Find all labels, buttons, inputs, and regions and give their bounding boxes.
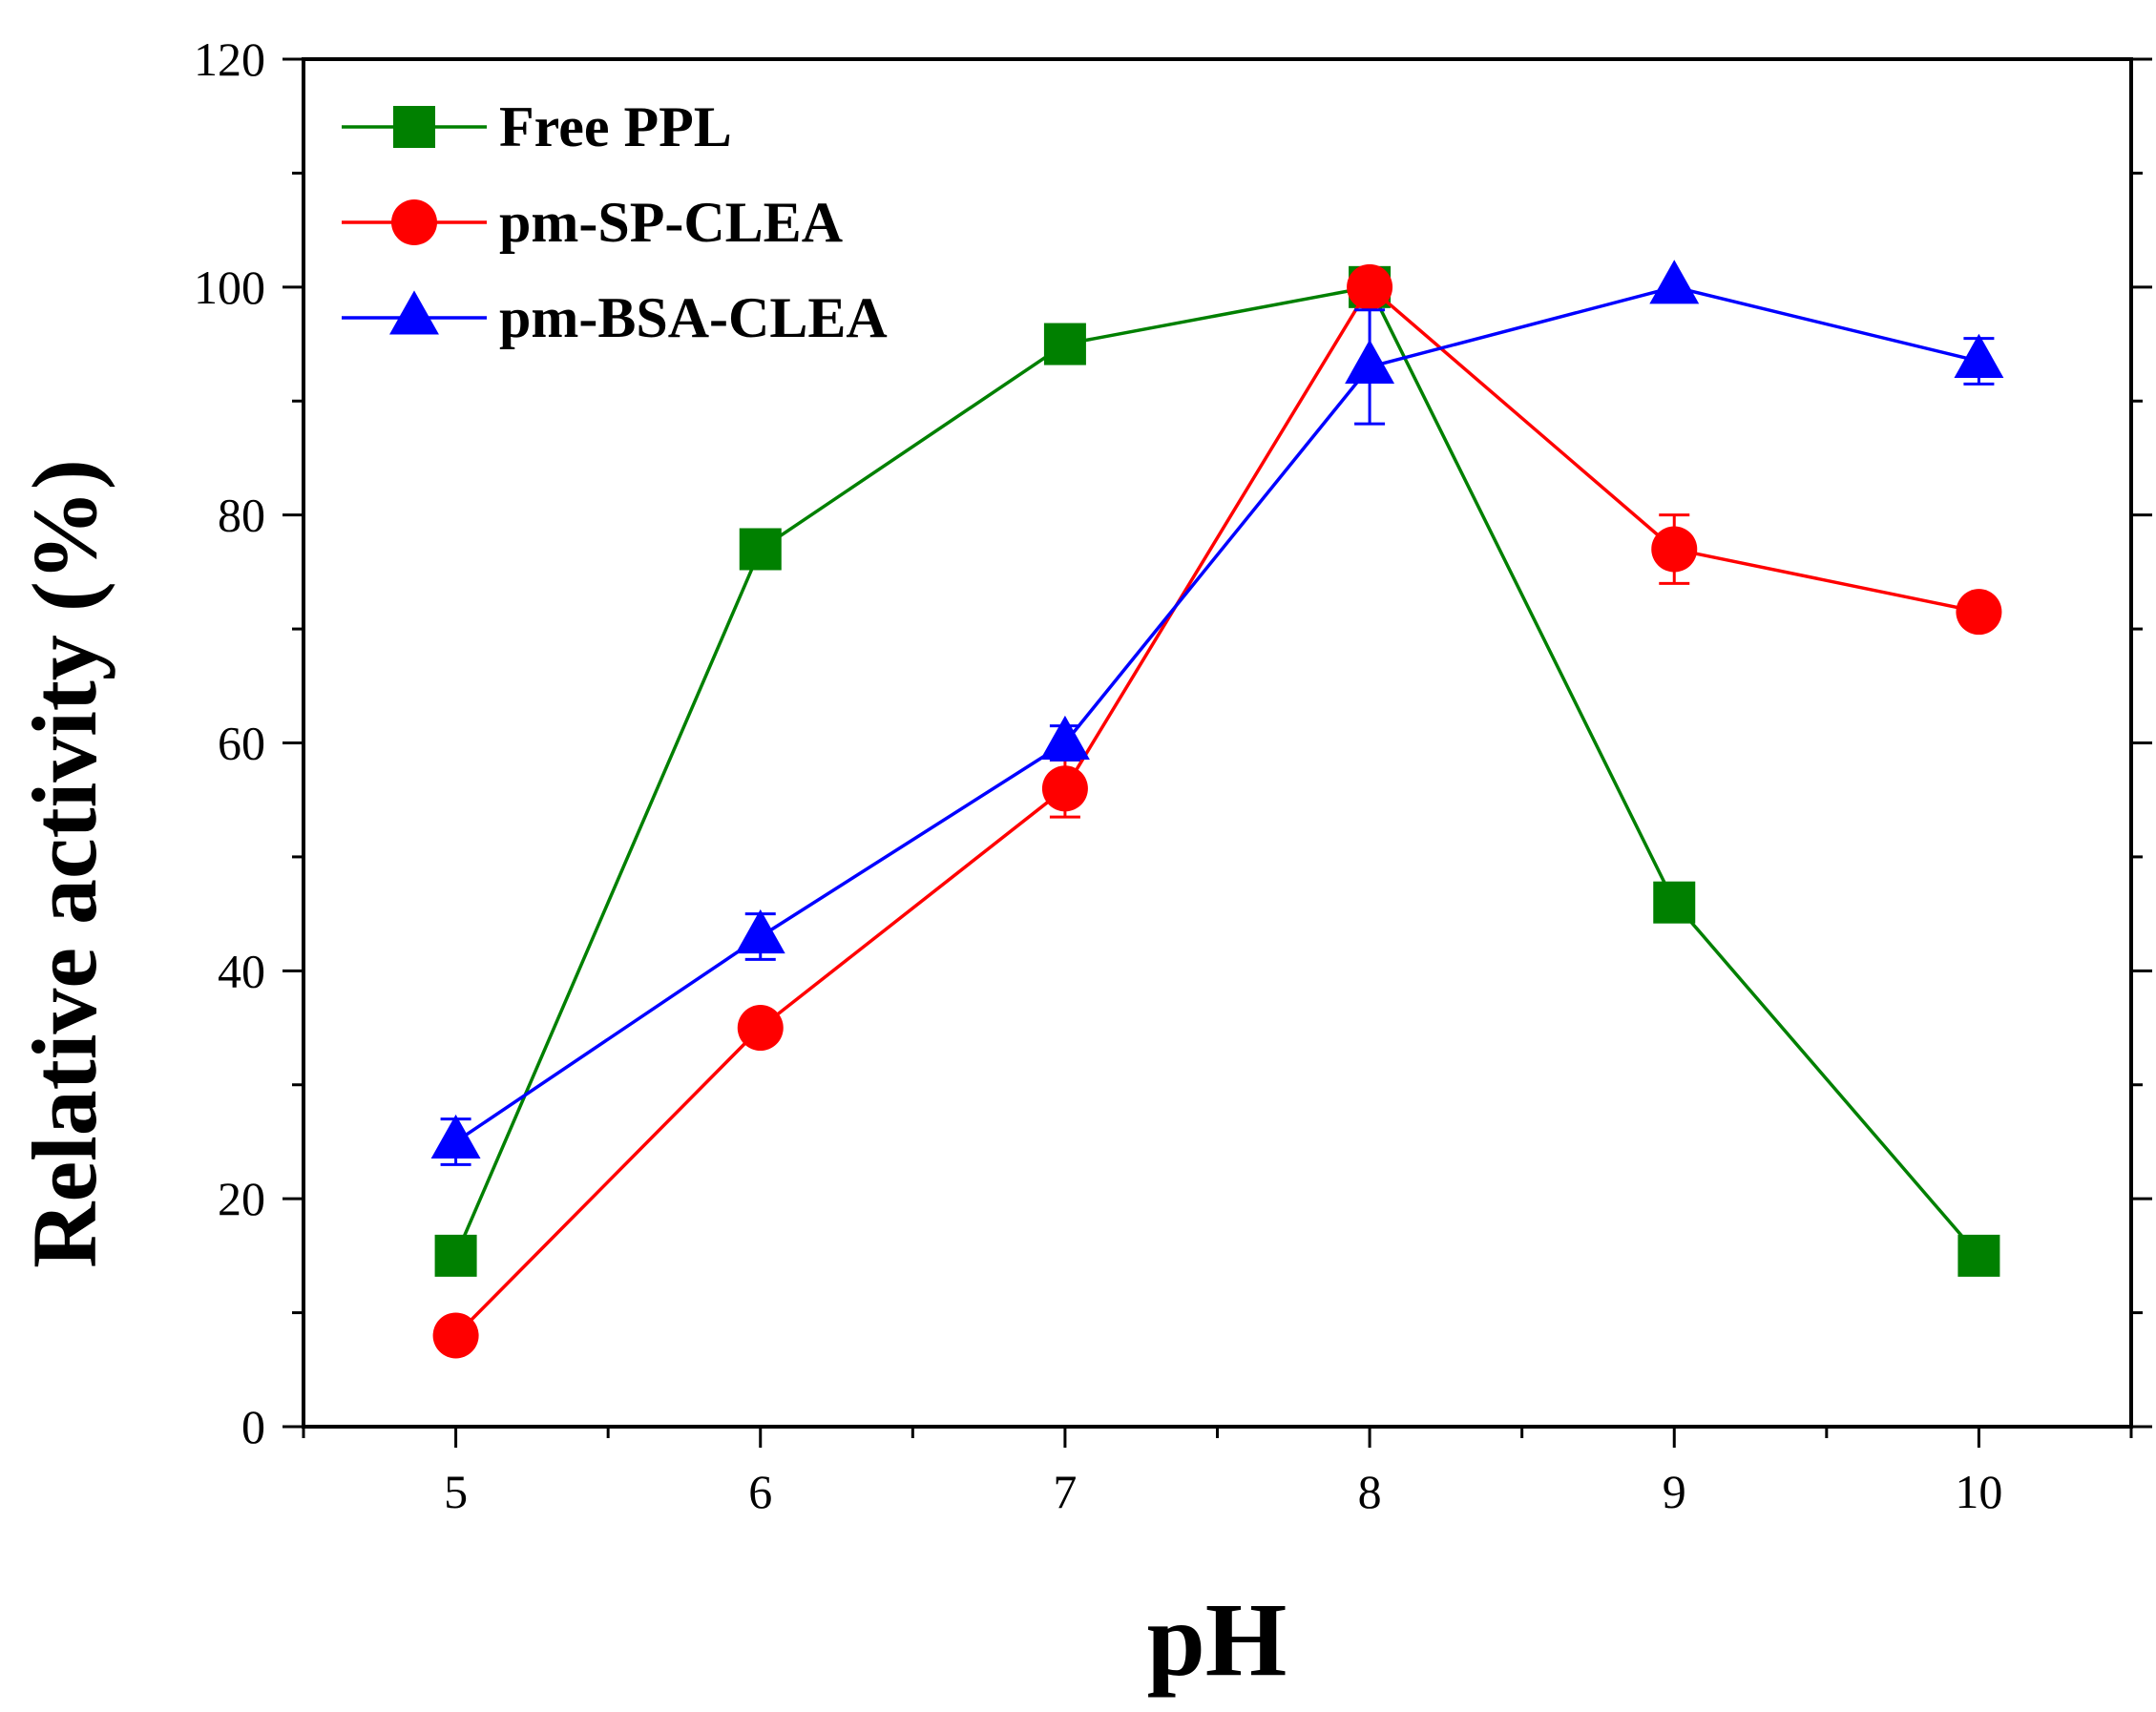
data-point — [1957, 1234, 2000, 1277]
legend-label: Free PPL — [499, 95, 732, 158]
series-line — [454, 284, 1979, 1337]
data-point — [1653, 881, 1696, 924]
data-point — [735, 908, 785, 954]
data-point — [1649, 260, 1700, 304]
series-free-ppl — [434, 265, 2000, 1277]
data-point — [1956, 589, 2002, 636]
data-point — [739, 528, 782, 571]
legend-marker — [393, 106, 435, 148]
data-point — [1043, 323, 1086, 365]
x-tick-label: 7 — [1053, 1465, 1077, 1518]
legend-marker — [389, 290, 439, 335]
x-tick-label: 8 — [1358, 1465, 1382, 1518]
legend-marker — [391, 199, 437, 245]
y-tick-label: 120 — [194, 32, 265, 86]
x-axis-title: pH — [1147, 1581, 1287, 1698]
data-point — [1651, 526, 1698, 573]
y-tick-label: 60 — [218, 717, 265, 770]
x-tick-label: 9 — [1663, 1465, 1686, 1518]
data-point — [430, 1114, 481, 1159]
data-point — [737, 1005, 784, 1052]
series-pm-bsa-clea — [430, 260, 2004, 1166]
y-tick-label: 0 — [241, 1400, 265, 1453]
x-tick-label: 6 — [748, 1465, 772, 1518]
series-pm-sp-clea — [432, 263, 2002, 1359]
series-line — [454, 285, 1979, 1143]
legend: Free PPL pm-SP-CLEA pm-BSA-CLEA — [342, 95, 888, 349]
data-point — [432, 1312, 479, 1359]
legend-label: pm-BSA-CLEA — [499, 286, 888, 349]
data-point — [1954, 333, 2004, 379]
legend-label: pm-SP-CLEA — [499, 191, 843, 254]
y-tick-label: 100 — [194, 261, 265, 314]
y-tick-label: 40 — [218, 944, 265, 997]
y-axis-title: Relative activity (%) — [13, 459, 115, 1268]
x-tick-label: 10 — [1955, 1465, 2002, 1518]
plot-frame — [302, 57, 2133, 1429]
data-point — [434, 1234, 477, 1277]
data-point — [1039, 715, 1090, 761]
data-point — [1041, 765, 1088, 812]
series-line — [453, 284, 1980, 1258]
x-tick-label: 5 — [444, 1465, 468, 1518]
y-tick-label: 80 — [218, 489, 265, 542]
y-tick-label: 20 — [218, 1172, 265, 1225]
data-point — [1347, 263, 1393, 310]
data-point — [1345, 339, 1395, 384]
